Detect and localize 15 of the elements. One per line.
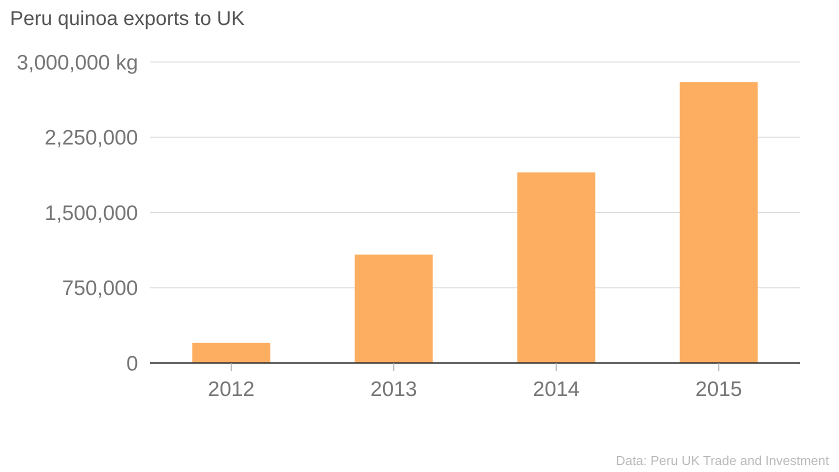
- bar: [517, 172, 596, 363]
- y-tick-label: 2,250,000: [44, 126, 138, 150]
- text: Data: Peru UK Trade and Investment: [616, 453, 829, 468]
- x-tick-label: 2014: [532, 378, 580, 401]
- y-tick-label: 750,000: [62, 277, 138, 300]
- x-tick-label: 2015: [695, 378, 742, 401]
- chart-title: Peru quinoa exports to UK: [10, 8, 245, 31]
- y-tick-label: 3,000,000 kg: [16, 51, 138, 74]
- bar: [680, 82, 758, 363]
- bar: [192, 342, 270, 363]
- y-tick-label: 0: [126, 352, 138, 376]
- x-tick-label: 2012: [208, 378, 255, 401]
- x-tick-label: 2013: [370, 378, 418, 401]
- y-tick-label: 1,500,000: [44, 202, 138, 225]
- bar: [354, 254, 433, 363]
